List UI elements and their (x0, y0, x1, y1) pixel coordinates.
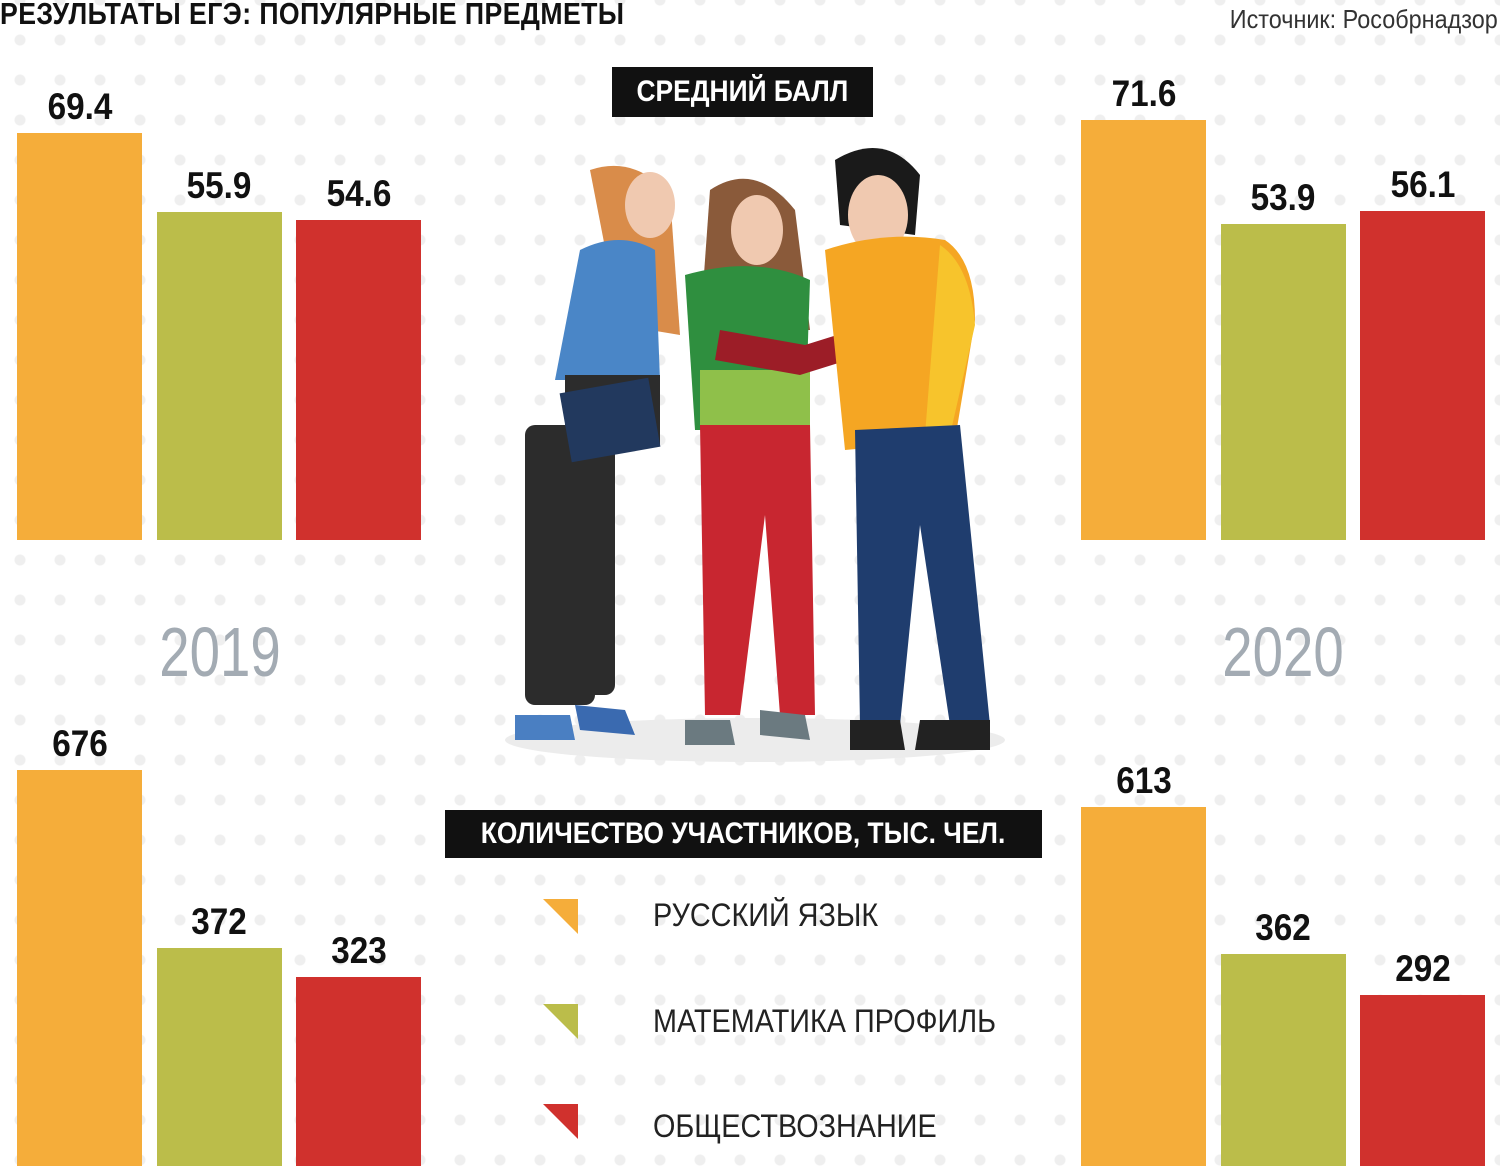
year-label-2019: 2019 (159, 613, 281, 691)
bar-avg-2019-math (156, 212, 282, 540)
value-label-count-2020-russian: 613 (1115, 759, 1172, 801)
legend-label-math: МАТЕМАТИКА ПРОФИЛЬ (653, 1003, 997, 1039)
value-label-count-2019-social: 323 (330, 929, 387, 971)
bar-avg-2019-russian (17, 132, 142, 540)
avg-score-heading: СРЕДНИЙ БАЛЛ (612, 67, 873, 117)
bar-count-2020-math (1220, 953, 1346, 1166)
participants-heading: КОЛИЧЕСТВО УЧАСТНИКОВ, ТЫС. ЧЕЛ. (445, 810, 1042, 858)
student-girl-middle-figure (685, 178, 885, 745)
bar-avg-2020-russian (1081, 120, 1206, 540)
bar-count-2020-social (1360, 994, 1485, 1166)
page-title: РЕЗУЛЬТАТЫ ЕГЭ: ПОПУЛЯРНЫЕ ПРЕДМЕТЫ (0, 0, 625, 31)
value-label-count-2020-math: 362 (1255, 906, 1311, 948)
legend-label-russian: РУССКИЙ ЯЗЫК (653, 897, 879, 933)
value-label-avg-2020-social: 56.1 (1390, 163, 1455, 205)
student-boy-figure (825, 148, 990, 750)
value-label-avg-2019-social: 54.6 (326, 172, 391, 214)
participants-heading-text: КОЛИЧЕСТВО УЧАСТНИКОВ, ТЫС. ЧЕЛ. (481, 817, 1006, 850)
bar-avg-2020-math (1220, 223, 1346, 540)
legend-label-social: ОБЩЕСТВОЗНАНИЕ (653, 1108, 937, 1144)
legend-marker-russian (543, 899, 578, 934)
bar-count-2019-russian (17, 769, 142, 1166)
legend-marker-math (543, 1004, 578, 1039)
student-girl-left-figure (515, 165, 680, 740)
bar-count-2019-math (156, 948, 282, 1166)
bar-avg-2020-social (1360, 210, 1485, 540)
value-label-count-2020-social: 292 (1394, 947, 1451, 989)
bar-count-2019-social (296, 976, 421, 1166)
value-label-avg-2019-math: 55.9 (186, 165, 252, 207)
value-label-avg-2020-math: 53.9 (1250, 176, 1316, 218)
source-note: Источник: Рособрнадзор (1230, 4, 1498, 34)
students-illustration (505, 148, 1005, 762)
bar-avg-2019-social (296, 219, 421, 540)
year-label-2020: 2020 (1222, 613, 1344, 691)
value-label-avg-2020-russian: 71.6 (1111, 73, 1176, 115)
value-label-count-2019-russian: 676 (51, 722, 108, 764)
legend-marker-social (543, 1104, 578, 1139)
avg-score-heading-text: СРЕДНИЙ БАЛЛ (636, 75, 849, 108)
value-label-avg-2019-russian: 69.4 (47, 85, 112, 127)
value-label-count-2019-math: 372 (191, 901, 247, 942)
bar-count-2020-russian (1081, 806, 1206, 1166)
